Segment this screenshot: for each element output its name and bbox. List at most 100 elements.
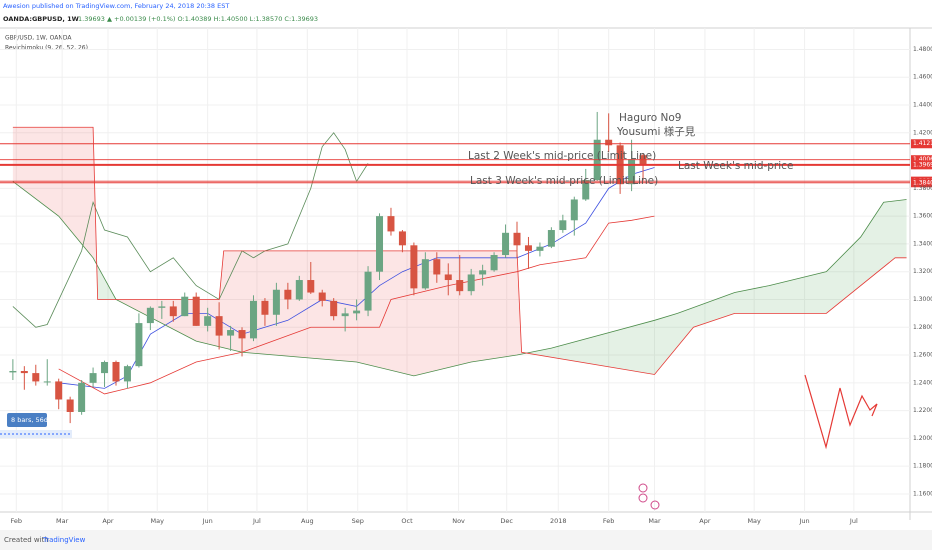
candle-body: [284, 289, 292, 300]
price-tag-label: 1.41211: [913, 140, 932, 147]
y-tick-label: 1.18000: [913, 463, 932, 470]
candle-body: [307, 280, 315, 293]
candle-body: [467, 274, 475, 292]
candle-body: [547, 230, 555, 247]
event-markers: [638, 483, 660, 510]
y-tick-label: 1.28000: [913, 324, 932, 331]
annotation: Last 2 Week's mid-price (Limit Line): [468, 150, 656, 162]
legend-indicator: Revichimoku (9, 26, 52, 26): [5, 45, 88, 52]
y-tick-label: 1.46000: [913, 74, 932, 81]
x-tick-label: Dec: [500, 517, 513, 525]
candle-body: [204, 316, 212, 326]
y-tick-label: 1.24000: [913, 379, 932, 386]
price-tag-label: 1.40062: [913, 156, 932, 163]
y-tick-label: 1.48000: [913, 46, 932, 53]
candle-body: [158, 306, 166, 308]
candle-body: [78, 382, 86, 412]
axes: 1.16000 1.18000 1.20000 1.22000 1.24000 1.260…: [11, 46, 932, 525]
candle-body: [32, 373, 40, 382]
candle-body: [341, 313, 349, 317]
candle-body: [66, 399, 74, 412]
event-marker: [638, 493, 648, 503]
y-tick-label: 1.36000: [913, 213, 932, 220]
candle-body: [376, 216, 384, 272]
candle-body: [261, 300, 269, 315]
annotation: Yousumi 様子見: [616, 125, 696, 138]
x-tick-label: Jun: [799, 517, 810, 525]
candle-body: [387, 216, 395, 232]
candle-body: [490, 255, 498, 271]
candle-body: [181, 296, 189, 317]
annotation: Last Week's mid-price: [678, 160, 793, 172]
candle-body: [570, 199, 578, 221]
candle-body: [444, 274, 452, 281]
x-tick-label: Jun: [202, 517, 213, 525]
y-tick-label: 1.26000: [913, 352, 932, 359]
price-lines: 1.412111.400621.396931.385191.38403: [0, 139, 932, 188]
symbol: OANDA:GBPUSD, 1W: [3, 15, 79, 23]
candle-body: [605, 139, 613, 146]
x-tick-label: 2018: [550, 517, 567, 525]
candle-body: [55, 381, 63, 400]
candle-body: [559, 220, 567, 231]
y-tick-label: 1.22000: [913, 407, 932, 414]
x-tick-label: Sep: [352, 517, 364, 525]
candle-body: [318, 292, 326, 301]
x-tick-label: Nov: [452, 517, 465, 525]
y-tick-label: 1.44000: [913, 102, 932, 109]
price-tag: [911, 160, 932, 170]
x-tick-label: Jul: [849, 517, 858, 525]
indicator-line: [58, 215, 655, 395]
candle-body: [238, 330, 246, 339]
x-tick-label: Mar: [648, 517, 661, 525]
candle-body: [227, 330, 235, 336]
candle-body: [101, 361, 109, 374]
candle-body: [215, 316, 223, 336]
candle-body: [9, 371, 17, 373]
candle-body: [479, 270, 487, 275]
quote: 1.39693 ▲ +0.00139 (+0.1%) O:1.40389 H:1…: [78, 15, 318, 23]
y-tick-label: 1.16000: [913, 490, 932, 497]
annotation: Last 3 Week's mid-price (Limit Line): [470, 175, 658, 187]
candle-body: [112, 361, 120, 382]
cloud-fill: [527, 199, 907, 375]
y-tick-label: 1.30000: [913, 296, 932, 303]
candle-body: [410, 245, 418, 289]
candle-body: [524, 245, 532, 251]
x-tick-label: Apr: [102, 517, 114, 525]
candle-body: [43, 381, 51, 383]
annotation: Haguro No9: [619, 112, 681, 124]
x-tick-label: Jul: [252, 517, 261, 525]
candle-body: [364, 271, 372, 311]
price-tag: [911, 139, 932, 149]
measure-label-box: [7, 413, 47, 427]
candle-body: [295, 280, 303, 300]
x-tick-label: Oct: [401, 517, 413, 525]
candle-body: [502, 232, 510, 256]
y-tick-label: 1.32000: [913, 268, 932, 275]
cloud-fill: [97, 266, 118, 301]
footer-brand[interactable]: TradingView: [42, 536, 86, 544]
x-tick-label: Feb: [603, 517, 615, 525]
y-tick-label: 1.38000: [913, 185, 932, 192]
legend-symbol: GBP/USD, 1W, OANDA: [5, 35, 72, 42]
footer-text: Created with: [4, 536, 49, 544]
candle-body: [272, 289, 280, 315]
indicator-line: [12, 126, 907, 375]
x-tick-label: Apr: [699, 517, 711, 525]
event-marker: [638, 483, 648, 493]
candle-body: [353, 310, 361, 314]
candle-body: [192, 296, 200, 326]
candle-body: [628, 159, 636, 185]
measure-label: 8 bars, 56d: [11, 416, 48, 424]
candle-body: [123, 366, 131, 382]
y-tick-label: 1.34000: [913, 240, 932, 247]
candle-body: [421, 259, 429, 289]
price-tag: [911, 178, 932, 188]
x-tick-label: May: [747, 517, 761, 525]
candle-body: [169, 306, 177, 317]
candle-body: [330, 300, 338, 317]
drawn-zigzag: [804, 374, 878, 450]
